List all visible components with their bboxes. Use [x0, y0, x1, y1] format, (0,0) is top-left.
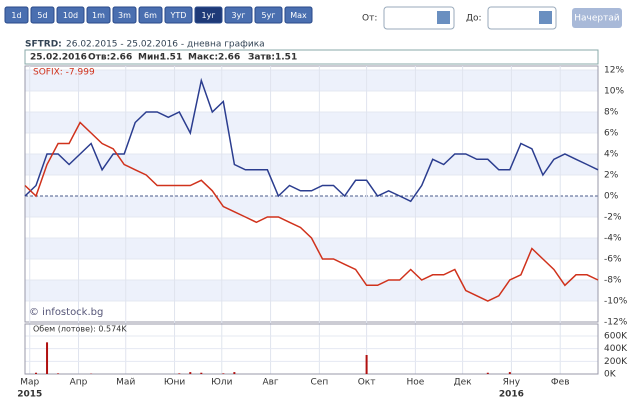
range-button[interactable]: 3уг	[225, 7, 252, 23]
watermark: © infostock.bg	[29, 307, 103, 318]
volume-bar	[46, 342, 48, 374]
info-label: Отв:	[88, 53, 110, 63]
x-tick-label: Сеп	[311, 378, 329, 388]
y-tick-label: 6%	[604, 129, 619, 139]
range-button[interactable]: YTD	[165, 7, 192, 23]
year-label: 2016	[499, 390, 524, 400]
range-button[interactable]: 3m	[113, 7, 136, 23]
x-tick-label: Май	[116, 378, 135, 388]
calendar-icon[interactable]	[437, 11, 450, 24]
volume-bar	[366, 355, 368, 374]
info-value: 2.66	[218, 53, 240, 63]
range-button[interactable]: 10d	[57, 7, 84, 23]
series-line	[25, 81, 598, 202]
period: 26.02.2015 - 25.02.2016 - дневна графика	[66, 40, 265, 50]
range-button-label[interactable]: 1d	[11, 11, 21, 20]
range-button[interactable]: 1m	[87, 7, 110, 23]
grid-band	[25, 238, 598, 259]
range-button-label[interactable]: 6m	[144, 11, 157, 20]
y-tick-label: 12%	[604, 66, 624, 76]
x-tick-label: Окт	[358, 378, 376, 388]
range-button-label[interactable]: 5уг	[261, 11, 275, 20]
volume-bar	[35, 373, 37, 374]
range-button-label[interactable]: 1m	[92, 11, 105, 20]
volume-bar	[487, 373, 489, 374]
range-button-label[interactable]: YTD	[170, 11, 187, 20]
range-button[interactable]: 1уг	[195, 7, 222, 23]
y-tick-label: 8%	[604, 108, 619, 118]
y-tick-label: 2%	[604, 171, 619, 181]
y-tick-label: -10%	[604, 297, 628, 307]
y-tick-label: -6%	[604, 255, 622, 265]
y-tick-label: 4%	[604, 150, 619, 160]
volume-bar	[200, 373, 202, 374]
volume-tick-label: 400K	[604, 344, 628, 354]
symbol: SFTRD:	[25, 40, 62, 50]
range-button-label[interactable]: 1уг	[201, 11, 215, 20]
legend-label: SOFIX: -7.999	[33, 68, 95, 78]
range-button[interactable]: 5уг	[255, 7, 282, 23]
y-tick-label: -4%	[604, 234, 622, 244]
range-button[interactable]: 6m	[139, 7, 162, 23]
range-button-label[interactable]: Мах	[290, 11, 307, 20]
grid-band	[25, 280, 598, 301]
volume-bar	[233, 372, 235, 374]
info-label: Затв:	[248, 53, 275, 63]
volume-tick-label: 0K	[604, 370, 617, 380]
info-value: 2.66	[110, 53, 132, 63]
x-tick-label: Дек	[454, 378, 473, 388]
submit-label[interactable]: Начертай	[574, 14, 620, 24]
info-row: 25.02.2016 Отв: 2.66 Мин: 1.51 Макс: 2.6…	[30, 53, 297, 63]
info-value: 1.51	[160, 53, 182, 63]
volume-tick-label: 200K	[604, 357, 628, 367]
x-tick-label: Юли	[211, 378, 232, 388]
y-tick-label: 0%	[604, 192, 619, 202]
info-label: Макс:	[188, 53, 218, 63]
range-button-label[interactable]: 5d	[37, 11, 47, 20]
info-value: 1.51	[275, 53, 297, 63]
volume-bar	[222, 373, 224, 374]
range-button-label[interactable]: 3уг	[231, 11, 245, 20]
x-tick-label: Апр	[70, 378, 88, 388]
grid-band	[25, 70, 598, 91]
x-tick-label: Мар	[20, 378, 39, 388]
volume-bar	[178, 373, 180, 374]
y-tick-label: 10%	[604, 87, 624, 97]
y-tick-label: -2%	[604, 213, 622, 223]
volume-label: Обем (лотове): 0.574K	[33, 325, 127, 334]
range-button[interactable]: 1d	[5, 7, 28, 23]
volume-bar	[509, 372, 511, 374]
x-tick-label: Яну	[503, 378, 521, 388]
y-tick-label: -12%	[604, 318, 628, 328]
info-date: 25.02.2016	[30, 53, 87, 63]
x-tick-label: Фев	[551, 378, 570, 388]
to-label: До:	[466, 14, 482, 24]
range-button[interactable]: 5d	[31, 7, 54, 23]
range-button[interactable]: Мах	[285, 7, 312, 23]
range-button-label[interactable]: 3m	[118, 11, 131, 20]
x-tick-label: Юни	[164, 378, 186, 388]
x-tick-label: Ное	[406, 378, 424, 388]
calendar-icon[interactable]	[539, 11, 552, 24]
from-label: От:	[362, 14, 377, 24]
grid-band	[25, 112, 598, 133]
volume-bar	[189, 372, 191, 374]
volume-bar	[57, 373, 59, 374]
volume-tick-label: 600K	[604, 332, 628, 342]
y-tick-label: -8%	[604, 276, 622, 286]
range-button-label[interactable]: 10d	[63, 11, 78, 20]
x-tick-label: Авг	[262, 378, 278, 388]
year-label: 2015	[17, 390, 42, 400]
grid-band	[25, 196, 598, 217]
